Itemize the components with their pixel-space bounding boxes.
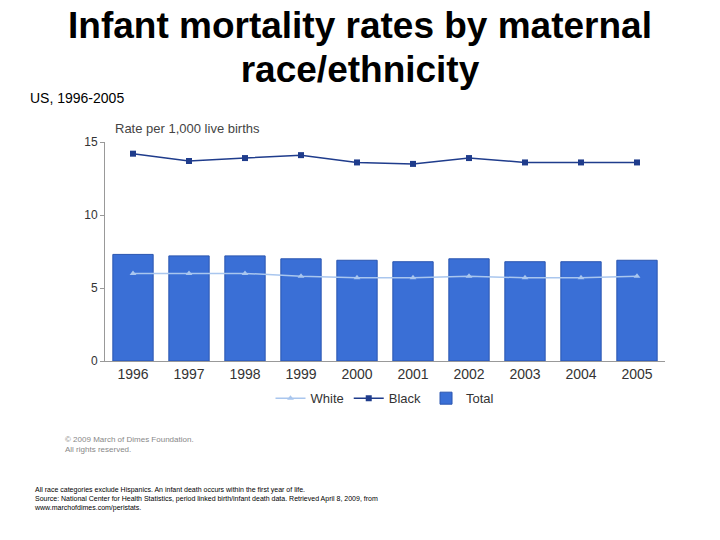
svg-text:© 2009 March of Dimes Foundati: © 2009 March of Dimes Foundation.All rig… bbox=[65, 435, 194, 454]
svg-text:2003: 2003 bbox=[509, 366, 540, 382]
svg-text:2002: 2002 bbox=[453, 366, 484, 382]
svg-text:1996: 1996 bbox=[117, 366, 148, 382]
svg-text:All race categories exclude Hi: All race categories exclude Hispanics. A… bbox=[34, 486, 378, 512]
svg-text:Total: Total bbox=[466, 391, 494, 406]
svg-text:2000: 2000 bbox=[341, 366, 372, 382]
svg-text:1998: 1998 bbox=[229, 366, 260, 382]
svg-text:2004: 2004 bbox=[565, 366, 596, 382]
svg-text:2001: 2001 bbox=[397, 366, 428, 382]
svg-text:5: 5 bbox=[91, 281, 98, 295]
svg-text:Rate per 1,000 live births: Rate per 1,000 live births bbox=[115, 121, 260, 136]
svg-text:0: 0 bbox=[91, 354, 98, 368]
svg-text:Black: Black bbox=[389, 391, 421, 406]
svg-text:1999: 1999 bbox=[285, 366, 316, 382]
svg-text:2005: 2005 bbox=[621, 366, 652, 382]
svg-text:White: White bbox=[311, 391, 344, 406]
svg-text:1997: 1997 bbox=[173, 366, 204, 382]
svg-text:10: 10 bbox=[84, 208, 98, 222]
svg-text:15: 15 bbox=[84, 135, 98, 149]
